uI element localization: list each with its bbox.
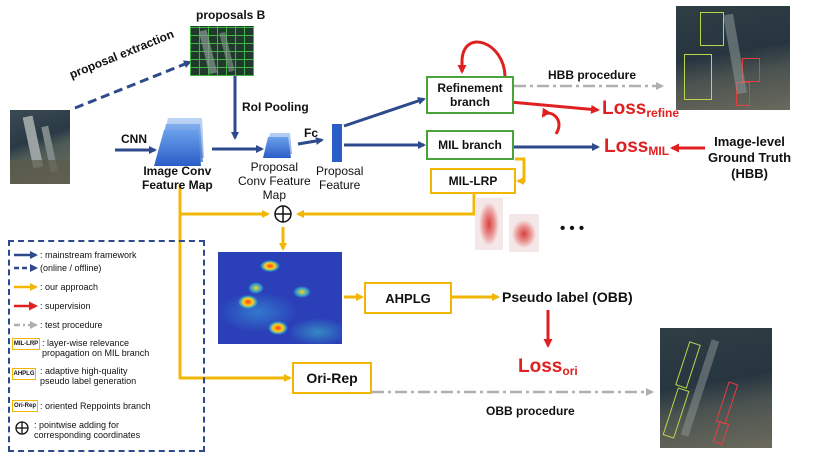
arrow-lrp-to-oplus (296, 194, 476, 218)
arrow-proposal-extraction (74, 60, 192, 110)
loss-mil: LossMIL (604, 136, 670, 158)
test-procedure-arrows (372, 82, 664, 396)
legend-box (8, 240, 205, 452)
pointwise-add-icon (274, 205, 292, 223)
proposal-conv-feature-stack-icon (263, 133, 292, 158)
approach-arrows (178, 157, 526, 382)
legend-oplus: : pointwise adding for corresponding coor… (34, 420, 141, 440)
image-conv-feature-stack-icon (154, 118, 204, 166)
legend-ori-rep: : oriented Reppoints branch (40, 401, 151, 411)
legend-mil-lrp: : layer-wise relevance propagation on MIL… (42, 338, 150, 358)
image-conv-feature-map-label: Image Conv Feature Map (142, 164, 213, 192)
ellipsis: • • • (560, 220, 585, 237)
arrow-fc (297, 137, 324, 146)
loss-ori: Lossori (518, 356, 578, 378)
obb-procedure-label: OBB procedure (486, 404, 575, 418)
arrow-mil-to-lrp (515, 157, 526, 185)
arrow-to-refinement (343, 97, 426, 128)
relevance-heatmap (218, 252, 342, 344)
proposals-b-image (190, 26, 254, 76)
obb-result-image (660, 328, 772, 448)
attention-map-2 (509, 214, 539, 252)
legend-tag-ahplg: AHPLG (12, 368, 36, 380)
mainstream-arrows (74, 60, 600, 154)
legend-supervision: : supervision (40, 301, 91, 311)
proposal-feature-label: Proposal Feature (316, 164, 364, 192)
legend-arrows (14, 251, 38, 329)
mil-lrp-box: MIL-LRP (430, 168, 516, 194)
legend-approach: : our approach (40, 282, 99, 292)
loop-mil (541, 107, 561, 135)
arrow-to-ori-rep (178, 185, 292, 382)
loss-refine: Lossrefine (602, 98, 680, 120)
image-level-gt-label: Image-level Ground Truth (HBB) (708, 134, 792, 181)
roi-pooling-label: RoI Pooling (242, 100, 309, 114)
proposals-b-title: proposals B (196, 8, 266, 22)
refinement-branch-box: Refinement branch (426, 76, 514, 114)
legend-mainstream: : mainstream framework (40, 250, 137, 260)
cnn-label: CNN (121, 132, 147, 146)
legend-tag-mil-lrp: MIL-LRP (12, 338, 40, 350)
input-aerial-image (10, 110, 70, 184)
hbb-result-image (676, 6, 790, 110)
ahplg-box: AHPLG (364, 282, 452, 314)
pseudo-label-text: Pseudo label (OBB) (502, 289, 633, 305)
fc-bar-icon (332, 124, 342, 162)
ori-rep-box: Ori-Rep (292, 362, 372, 394)
arrow-refine-to-loss (509, 100, 600, 114)
mil-branch-box: MIL branch (426, 130, 514, 160)
attention-map-1 (475, 198, 503, 250)
loop-refinement (457, 40, 507, 77)
supervision-arrows (457, 40, 705, 348)
hbb-procedure-label: HBB procedure (548, 68, 637, 82)
legend-mainstream-2: (online / offline) (40, 263, 102, 273)
legend-ahplg: : adaptive high-quality pseudo label gene… (40, 366, 137, 386)
fc-label: Fc (304, 126, 319, 140)
proposal-conv-feature-map-label: Proposal Conv Feature Map (238, 160, 311, 202)
legend-test: : test procedure (40, 320, 103, 330)
legend-oplus-icon (15, 421, 29, 435)
legend-tag-ori-rep: Ori-Rep (12, 400, 38, 412)
